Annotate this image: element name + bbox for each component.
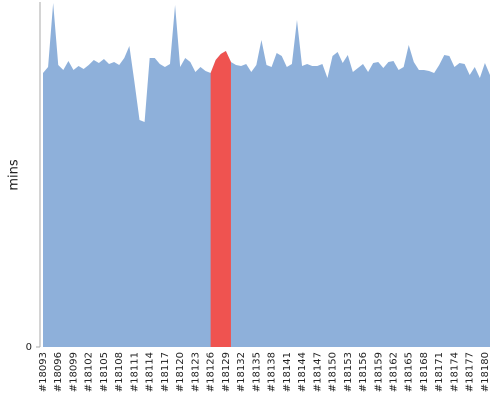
x-tick-label: #18156 [358, 352, 369, 392]
x-tick-label: #18126 [206, 352, 217, 392]
x-tick-label: #18117 [160, 352, 171, 392]
x-tick-label: #18099 [68, 352, 79, 392]
x-tick-label: #18171 [434, 352, 445, 392]
y-axis-label: mins [7, 159, 22, 191]
x-tick-label: #18159 [373, 352, 384, 392]
x-tick-label: #18105 [99, 352, 110, 392]
y-tick-label: 0 [26, 342, 32, 353]
x-tick-label: #18147 [312, 352, 323, 392]
x-tick-label: #18141 [282, 352, 293, 392]
x-tick-label: #18096 [53, 352, 64, 392]
x-tick-label: #18165 [404, 352, 415, 392]
x-tick-label: #18174 [449, 352, 460, 392]
x-tick-label: #18138 [267, 352, 278, 392]
x-tick-label: #18153 [343, 352, 354, 392]
x-tick-label: #18129 [221, 352, 232, 392]
x-tick-label: #18108 [114, 352, 125, 392]
x-tick-label: #18132 [236, 352, 247, 392]
x-tick-label: #18177 [465, 352, 476, 392]
x-tick-label: #18123 [190, 352, 201, 392]
highlight-area [210, 51, 231, 347]
x-tick-label: #18162 [388, 352, 399, 392]
x-tick-label: #18135 [251, 352, 262, 392]
x-tick-label: #18093 [38, 352, 49, 392]
x-tick-label: #18114 [145, 352, 156, 392]
x-tick-label: #18180 [480, 352, 491, 392]
x-tick-label: #18144 [297, 352, 308, 392]
x-tick-label: #18120 [175, 352, 186, 392]
x-tick-label: #18102 [84, 352, 95, 392]
x-tick-label: #18150 [328, 352, 339, 392]
area [43, 3, 490, 347]
x-tick-label: #18168 [419, 352, 430, 392]
x-tick-label: #18111 [129, 352, 140, 392]
